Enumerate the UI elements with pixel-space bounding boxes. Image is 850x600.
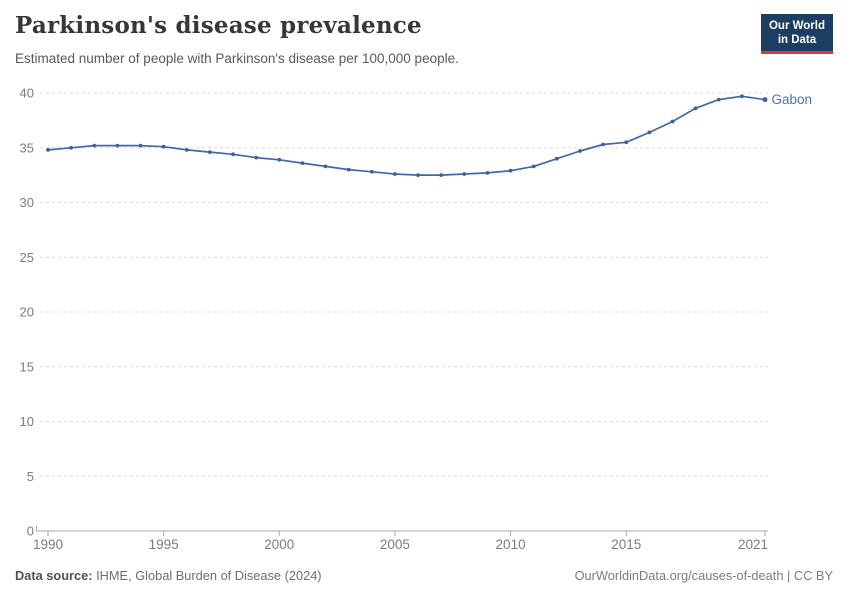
data-point-2017 xyxy=(670,119,675,124)
data-point-2016 xyxy=(647,130,652,135)
data-point-2015 xyxy=(624,140,629,145)
entity-label-gabon[interactable]: Gabon xyxy=(772,92,813,107)
data-source-text: IHME, Global Burden of Disease (2024) xyxy=(96,568,322,583)
data-point-2014 xyxy=(601,142,605,147)
data-point-2013 xyxy=(578,149,582,153)
data-point-1992 xyxy=(92,143,97,148)
data-point-2001 xyxy=(300,161,305,165)
data-point-2003 xyxy=(346,167,351,172)
data-point-2007 xyxy=(439,173,444,177)
x-tick-label-2005: 2005 xyxy=(380,537,410,552)
y-tick-label-10: 10 xyxy=(20,414,34,429)
data-point-1994 xyxy=(138,143,143,148)
page-title: Parkinson's disease prevalence xyxy=(15,12,422,39)
data-point-2006 xyxy=(416,173,420,177)
line-chart-plot-area: 0 5 10 15 20 25 30 35 40 1990 1995 2000 2005 2010 2015… xyxy=(20,86,813,553)
data-point-2009 xyxy=(485,171,490,175)
owid-logo[interactable]: Our World in Data xyxy=(760,14,833,54)
data-point-2020 xyxy=(740,94,744,99)
data-point-1991 xyxy=(69,145,73,150)
data-point-2002 xyxy=(323,164,328,169)
y-tick-label-40: 40 xyxy=(20,86,34,101)
data-point-1999 xyxy=(254,155,259,160)
x-tick-label-2015: 2015 xyxy=(611,537,641,552)
data-point-2019 xyxy=(716,97,721,102)
y-tick-label-20: 20 xyxy=(20,305,34,320)
data-source-label: Data source: xyxy=(15,568,93,583)
x-tick-label-2000: 2000 xyxy=(264,537,294,552)
data-point-2010 xyxy=(508,168,513,173)
data-point-2018 xyxy=(693,106,698,111)
data-point-2012 xyxy=(554,156,559,161)
y-tick-label-25: 25 xyxy=(20,250,34,265)
data-point-2011 xyxy=(531,164,536,169)
owid-logo-line1: Our World xyxy=(768,20,825,32)
data-point-1998 xyxy=(231,152,235,157)
data-point-2000 xyxy=(277,157,282,162)
data-point-1997 xyxy=(208,150,212,154)
x-tick-label-1995: 1995 xyxy=(149,537,179,552)
owid-citation-link[interactable]: OurWorldinData.org/causes-of-death | CC … xyxy=(574,568,833,583)
chart-subtitle: Estimated number of people with Parkinso… xyxy=(15,51,459,66)
owid-logo-line2: in Data xyxy=(777,34,817,47)
data-point-2005 xyxy=(393,172,397,176)
data-point-1990 xyxy=(46,148,50,152)
x-tick-label-2010: 2010 xyxy=(496,537,526,552)
data-point-1996 xyxy=(184,148,189,152)
y-tick-label-35: 35 xyxy=(20,140,34,155)
data-source: Data source: IHME, Global Burden of Dise… xyxy=(15,568,322,583)
x-tick-label-2021: 2021 xyxy=(738,537,768,552)
series-line-gabon[interactable] xyxy=(47,95,766,176)
data-point-1993 xyxy=(115,143,120,148)
x-tick-label-1990: 1990 xyxy=(33,537,63,552)
y-tick-label-5: 5 xyxy=(27,469,34,484)
data-point-1995 xyxy=(161,144,166,149)
y-tick-label-30: 30 xyxy=(20,195,34,210)
data-point-2004 xyxy=(369,169,374,174)
y-tick-label-15: 15 xyxy=(20,359,34,374)
y-tick-label-0: 0 xyxy=(27,524,34,539)
data-point-2021 xyxy=(762,97,768,103)
data-point-2008 xyxy=(462,172,467,176)
